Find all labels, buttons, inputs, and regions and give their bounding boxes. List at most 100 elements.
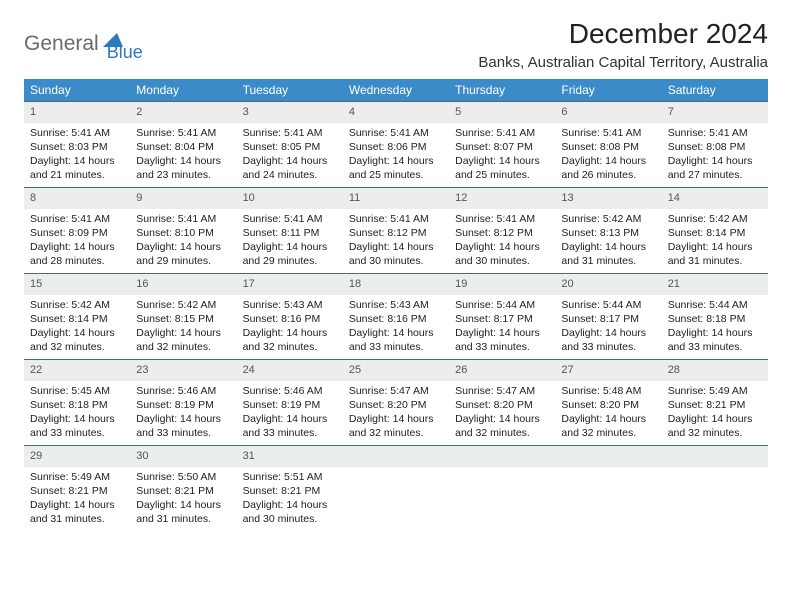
weekday-header: Wednesday bbox=[343, 79, 449, 101]
day-line: Sunrise: 5:42 AM bbox=[136, 298, 230, 312]
calendar-day-cell: 10Sunrise: 5:41 AMSunset: 8:11 PMDayligh… bbox=[237, 187, 343, 273]
day-number: 9 bbox=[130, 187, 236, 209]
calendar-day-cell: 11Sunrise: 5:41 AMSunset: 8:12 PMDayligh… bbox=[343, 187, 449, 273]
day-number: 17 bbox=[237, 273, 343, 295]
weekday-header: Monday bbox=[130, 79, 236, 101]
day-line: Sunrise: 5:41 AM bbox=[561, 126, 655, 140]
day-body bbox=[555, 467, 661, 474]
day-line: Sunset: 8:09 PM bbox=[30, 226, 124, 240]
day-line: Sunset: 8:15 PM bbox=[136, 312, 230, 326]
day-line: Daylight: 14 hours bbox=[349, 326, 443, 340]
day-body: Sunrise: 5:42 AMSunset: 8:14 PMDaylight:… bbox=[24, 295, 130, 359]
day-line: Daylight: 14 hours bbox=[668, 154, 762, 168]
day-line: and 32 minutes. bbox=[243, 340, 337, 354]
location-text: Banks, Australian Capital Territory, Aus… bbox=[478, 54, 768, 71]
day-body: Sunrise: 5:41 AMSunset: 8:06 PMDaylight:… bbox=[343, 123, 449, 187]
calendar-day-cell: 25Sunrise: 5:47 AMSunset: 8:20 PMDayligh… bbox=[343, 359, 449, 445]
weekday-header-row: Sunday Monday Tuesday Wednesday Thursday… bbox=[24, 79, 768, 101]
day-number: 22 bbox=[24, 359, 130, 381]
day-line: and 32 minutes. bbox=[668, 426, 762, 440]
day-line: Daylight: 14 hours bbox=[455, 326, 549, 340]
day-line: and 23 minutes. bbox=[136, 168, 230, 182]
day-line: Sunset: 8:08 PM bbox=[561, 140, 655, 154]
day-line: Sunrise: 5:46 AM bbox=[136, 384, 230, 398]
day-line: and 26 minutes. bbox=[561, 168, 655, 182]
day-line: Daylight: 14 hours bbox=[561, 412, 655, 426]
day-body: Sunrise: 5:41 AMSunset: 8:12 PMDaylight:… bbox=[449, 209, 555, 273]
calendar-day-cell: 27Sunrise: 5:48 AMSunset: 8:20 PMDayligh… bbox=[555, 359, 661, 445]
calendar-day-cell: 21Sunrise: 5:44 AMSunset: 8:18 PMDayligh… bbox=[662, 273, 768, 359]
day-line: Daylight: 14 hours bbox=[668, 326, 762, 340]
logo-word1: General bbox=[24, 32, 99, 56]
day-line: Sunrise: 5:42 AM bbox=[30, 298, 124, 312]
day-line: Sunset: 8:08 PM bbox=[668, 140, 762, 154]
day-line: Daylight: 14 hours bbox=[561, 240, 655, 254]
day-line: and 21 minutes. bbox=[30, 168, 124, 182]
day-line: Daylight: 14 hours bbox=[136, 154, 230, 168]
header: General Blue December 2024 Banks, Austra… bbox=[24, 18, 768, 71]
day-line: Sunset: 8:17 PM bbox=[561, 312, 655, 326]
day-line: Sunrise: 5:49 AM bbox=[668, 384, 762, 398]
day-body: Sunrise: 5:43 AMSunset: 8:16 PMDaylight:… bbox=[237, 295, 343, 359]
calendar-day-cell: 7Sunrise: 5:41 AMSunset: 8:08 PMDaylight… bbox=[662, 101, 768, 187]
calendar-week-row: 29Sunrise: 5:49 AMSunset: 8:21 PMDayligh… bbox=[24, 445, 768, 531]
calendar-day-cell: 15Sunrise: 5:42 AMSunset: 8:14 PMDayligh… bbox=[24, 273, 130, 359]
day-line: Sunset: 8:14 PM bbox=[668, 226, 762, 240]
day-line: and 31 minutes. bbox=[30, 512, 124, 526]
day-line: Sunset: 8:11 PM bbox=[243, 226, 337, 240]
day-line: Daylight: 14 hours bbox=[561, 326, 655, 340]
day-line: Sunrise: 5:47 AM bbox=[455, 384, 549, 398]
day-number: 28 bbox=[662, 359, 768, 381]
weekday-header: Friday bbox=[555, 79, 661, 101]
day-line: Daylight: 14 hours bbox=[561, 154, 655, 168]
day-line: Sunset: 8:20 PM bbox=[455, 398, 549, 412]
calendar-day-cell: 13Sunrise: 5:42 AMSunset: 8:13 PMDayligh… bbox=[555, 187, 661, 273]
calendar-day-cell bbox=[662, 445, 768, 531]
calendar-day-cell: 18Sunrise: 5:43 AMSunset: 8:16 PMDayligh… bbox=[343, 273, 449, 359]
day-number: 20 bbox=[555, 273, 661, 295]
calendar-week-row: 22Sunrise: 5:45 AMSunset: 8:18 PMDayligh… bbox=[24, 359, 768, 445]
day-line: Sunrise: 5:41 AM bbox=[243, 126, 337, 140]
day-line: Sunset: 8:06 PM bbox=[349, 140, 443, 154]
day-line: Sunset: 8:07 PM bbox=[455, 140, 549, 154]
calendar-day-cell: 9Sunrise: 5:41 AMSunset: 8:10 PMDaylight… bbox=[130, 187, 236, 273]
day-line: Daylight: 14 hours bbox=[668, 240, 762, 254]
calendar-day-cell: 4Sunrise: 5:41 AMSunset: 8:06 PMDaylight… bbox=[343, 101, 449, 187]
day-body: Sunrise: 5:42 AMSunset: 8:14 PMDaylight:… bbox=[662, 209, 768, 273]
day-line: Sunrise: 5:42 AM bbox=[561, 212, 655, 226]
day-line: and 33 minutes. bbox=[30, 426, 124, 440]
day-line: Daylight: 14 hours bbox=[136, 498, 230, 512]
day-line: Daylight: 14 hours bbox=[30, 240, 124, 254]
day-line: Daylight: 14 hours bbox=[455, 154, 549, 168]
day-number: 21 bbox=[662, 273, 768, 295]
day-line: Sunset: 8:05 PM bbox=[243, 140, 337, 154]
day-number bbox=[662, 445, 768, 467]
day-body: Sunrise: 5:49 AMSunset: 8:21 PMDaylight:… bbox=[24, 467, 130, 531]
day-line: Daylight: 14 hours bbox=[30, 326, 124, 340]
calendar-week-row: 1Sunrise: 5:41 AMSunset: 8:03 PMDaylight… bbox=[24, 101, 768, 187]
day-body: Sunrise: 5:49 AMSunset: 8:21 PMDaylight:… bbox=[662, 381, 768, 445]
day-line: Sunset: 8:10 PM bbox=[136, 226, 230, 240]
day-line: Sunrise: 5:41 AM bbox=[455, 212, 549, 226]
calendar-day-cell: 1Sunrise: 5:41 AMSunset: 8:03 PMDaylight… bbox=[24, 101, 130, 187]
day-line: Sunrise: 5:41 AM bbox=[349, 212, 443, 226]
day-line: Sunset: 8:21 PM bbox=[30, 484, 124, 498]
calendar-day-cell: 26Sunrise: 5:47 AMSunset: 8:20 PMDayligh… bbox=[449, 359, 555, 445]
day-number: 25 bbox=[343, 359, 449, 381]
day-line: and 29 minutes. bbox=[243, 254, 337, 268]
weekday-header: Sunday bbox=[24, 79, 130, 101]
day-line: Daylight: 14 hours bbox=[243, 326, 337, 340]
day-body: Sunrise: 5:41 AMSunset: 8:12 PMDaylight:… bbox=[343, 209, 449, 273]
day-line: Daylight: 14 hours bbox=[243, 412, 337, 426]
day-line: Sunrise: 5:41 AM bbox=[455, 126, 549, 140]
day-body: Sunrise: 5:47 AMSunset: 8:20 PMDaylight:… bbox=[343, 381, 449, 445]
day-body: Sunrise: 5:42 AMSunset: 8:13 PMDaylight:… bbox=[555, 209, 661, 273]
day-line: Daylight: 14 hours bbox=[455, 412, 549, 426]
calendar-day-cell bbox=[555, 445, 661, 531]
day-line: Sunrise: 5:50 AM bbox=[136, 470, 230, 484]
calendar-day-cell: 22Sunrise: 5:45 AMSunset: 8:18 PMDayligh… bbox=[24, 359, 130, 445]
day-line: Sunrise: 5:44 AM bbox=[561, 298, 655, 312]
day-line: and 31 minutes. bbox=[668, 254, 762, 268]
day-body: Sunrise: 5:41 AMSunset: 8:09 PMDaylight:… bbox=[24, 209, 130, 273]
day-number: 1 bbox=[24, 101, 130, 123]
